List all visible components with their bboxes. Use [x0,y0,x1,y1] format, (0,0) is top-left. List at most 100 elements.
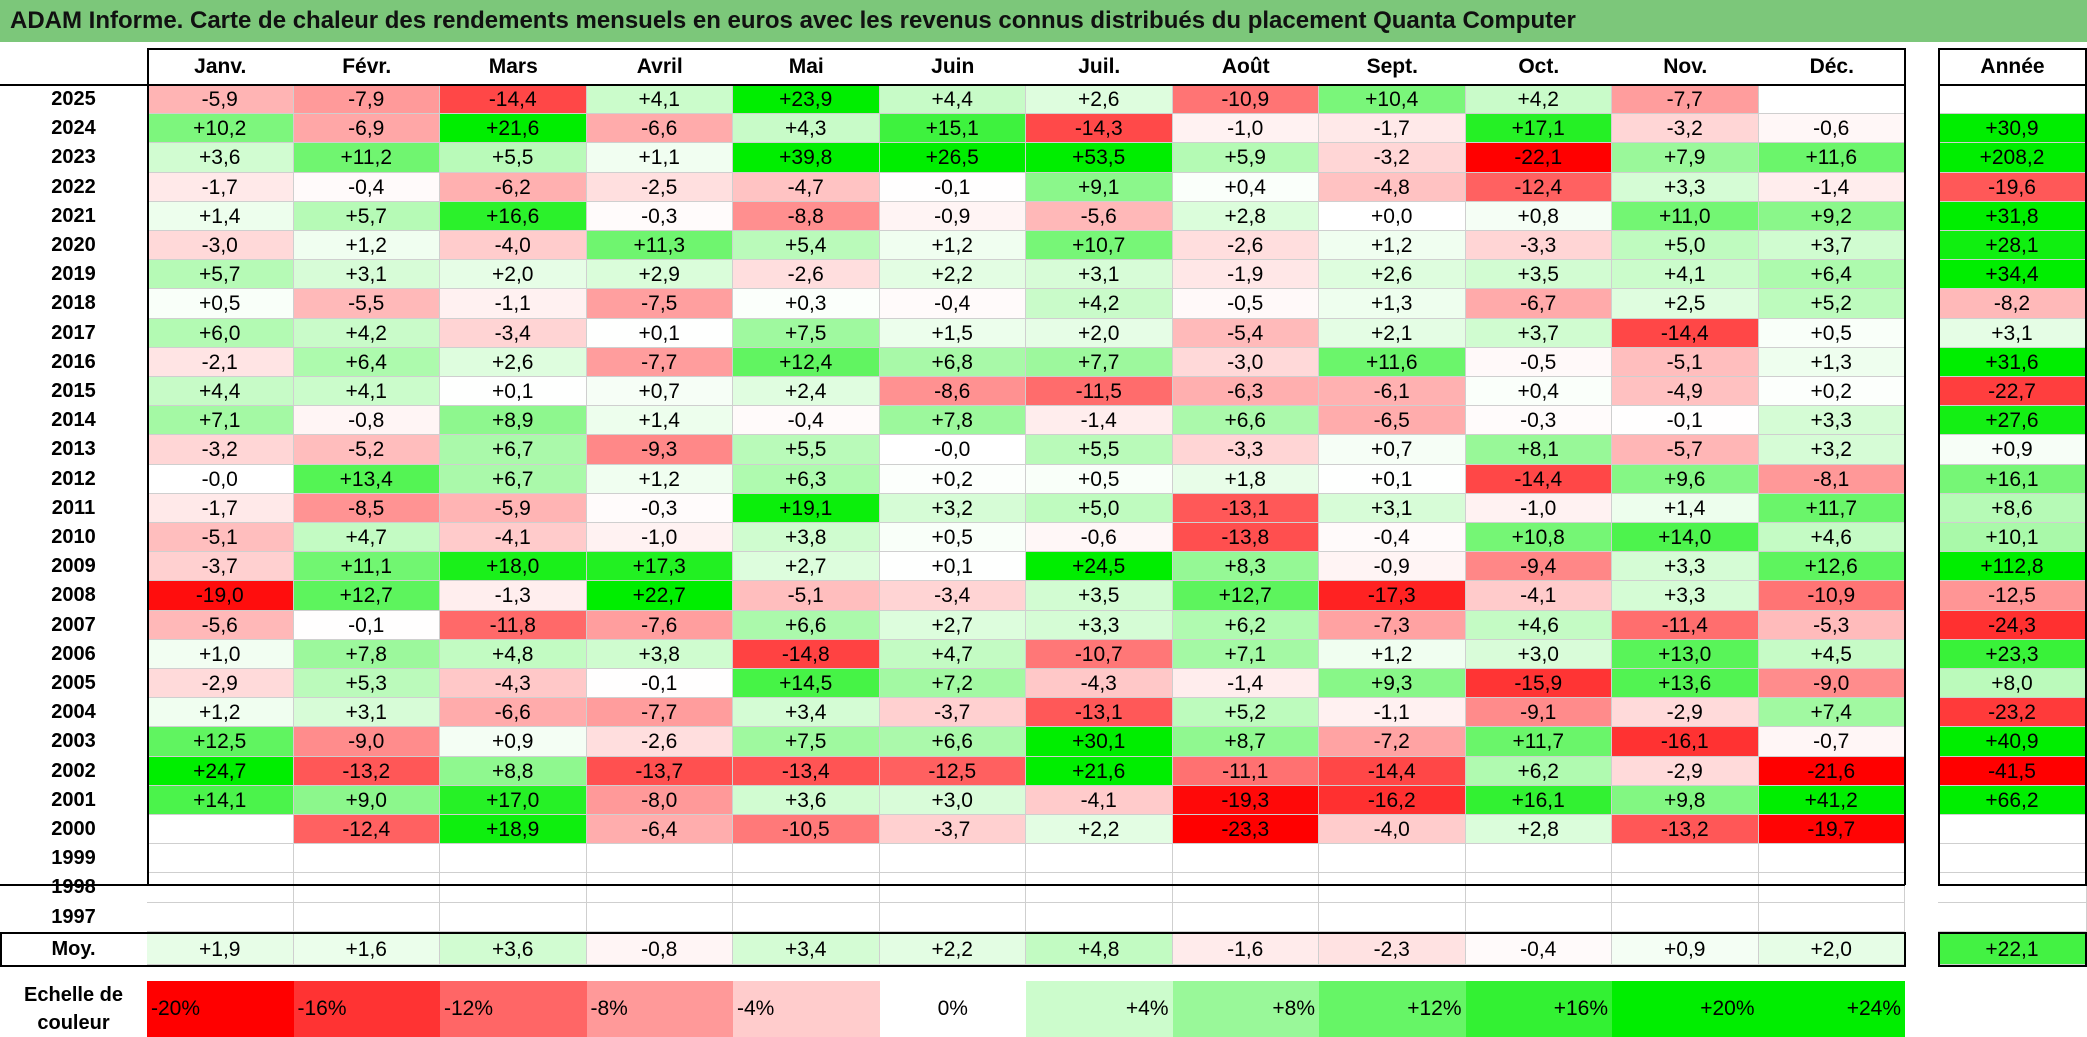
heatmap-cell [1319,902,1466,932]
heatmap-cell: +9,6 [1612,464,1759,494]
year-label: 2024 [51,117,96,140]
heatmap-cell: -13,1 [1026,698,1173,728]
year-label: 2019 [51,263,96,286]
heatmap-cell: +3,3 [1612,552,1759,582]
heatmap-cell: -2,9 [1612,756,1759,786]
year-label: 2002 [51,759,96,782]
year-label: 2016 [51,350,96,373]
heatmap-cell: +2,4 [733,377,880,407]
heatmap-cell: +4,6 [1758,523,1905,553]
annual-cell: +28,1 [1938,231,2087,261]
heatmap-cell: -0,1 [1612,406,1759,436]
heatmap-cell: +9,0 [293,785,440,815]
year-label: 2022 [51,175,96,198]
heatmap-cell: +0,0 [1319,201,1466,231]
heatmap-cell: +3,0 [1465,639,1612,669]
heatmap-cell [440,873,587,903]
year-label: 2018 [51,292,96,315]
heatmap-cell: -4,8 [1319,172,1466,202]
heatmap-cell: +4,3 [733,114,880,144]
heatmap-cell: +12,4 [733,347,880,377]
annual-header: Année [1980,55,2045,78]
heatmap-cell: -16,1 [1612,727,1759,757]
annual-cell: +112,8 [1938,552,2087,582]
heatmap-cell: -1,4 [1172,669,1319,699]
heatmap-cell: -5,1 [733,581,880,611]
heatmap-cell: +3,5 [1026,581,1173,611]
heatmap-cell [586,873,733,903]
heatmap-cell: +3,3 [1612,172,1759,202]
heatmap-cell: -4,1 [1465,581,1612,611]
heatmap-cell: -0,1 [879,172,1026,202]
heatmap-cell: +21,6 [1026,756,1173,786]
year-label: 2004 [51,701,96,724]
heatmap-cell: +15,1 [879,114,1026,144]
heatmap-cell: -0,0 [147,464,294,494]
heatmap-cell: +13,0 [1612,639,1759,669]
year-label: 2015 [51,380,96,402]
heatmap-cell: -6,1 [1319,377,1466,407]
heatmap-cell: +53,5 [1026,143,1173,173]
heatmap-cell: +8,9 [440,406,587,436]
annual-cell [1938,902,2087,932]
heatmap-cell: +2,7 [879,610,1026,640]
heatmap-cell: +0,1 [1319,464,1466,494]
heatmap-cell [1612,873,1759,903]
heatmap-cell: +12,7 [293,581,440,611]
heatmap-cell: -2,1 [147,347,294,377]
heatmap-cell: -4,7 [733,172,880,202]
annual-left-border [1938,48,1940,885]
scale-swatch: -8% [586,981,733,1037]
year-label: 2005 [51,672,96,694]
heatmap-cell: -13,8 [1172,523,1319,553]
heatmap-cell: +2,6 [1026,85,1173,115]
heatmap-cell: +6,4 [1758,260,1905,290]
heatmap-cell: -10,9 [1172,85,1319,115]
heatmap-cell: -1,4 [1026,406,1173,436]
heatmap-cell: +4,2 [1465,85,1612,115]
heatmap-cell [586,844,733,874]
heatmap-cell: -5,6 [1026,201,1173,231]
year-label: 2008 [51,584,96,607]
heatmap-cell: -7,7 [586,347,733,377]
column-header: Oct. [1518,55,1560,78]
heatmap-cell: +1,2 [147,698,294,728]
average-cell: +1,9 [147,934,294,965]
column-header: Sept. [1366,55,1418,78]
year-label: 2010 [51,526,96,548]
year-label: 1999 [51,847,96,870]
year-label: 2006 [51,642,96,665]
heatmap-cell: -1,4 [1758,172,1905,202]
average-cell: +2,2 [879,934,1026,965]
average-cell: -0,8 [586,934,733,965]
heatmap-cell: -11,8 [440,610,587,640]
annual-cell [1938,85,2087,115]
heatmap-cell: -13,1 [1172,493,1319,523]
heatmap-cell: -1,1 [1319,698,1466,728]
annual-cell: +8,0 [1938,669,2087,699]
heatmap-cell [440,902,587,932]
heatmap-cell: +7,4 [1758,698,1905,728]
heatmap-cell: -13,4 [733,756,880,786]
heatmap-cell: +3,8 [586,639,733,669]
heatmap-cell: +1,4 [147,201,294,231]
heatmap-cell: +0,1 [586,318,733,348]
heatmap-cell: -8,1 [1758,464,1905,494]
annual-cell: +66,2 [1938,785,2087,815]
heatmap-cell: -14,4 [440,85,587,115]
page-title: ADAM Informe. Carte de chaleur des rende… [0,0,2087,42]
column-header: Févr. [342,55,392,78]
heatmap-cell: -5,5 [293,289,440,319]
heatmap-cell: +7,2 [879,669,1026,699]
heatmap-cell: -1,0 [1172,114,1319,144]
annual-average-cell: +22,1 [1938,934,2087,965]
heatmap-cell [1319,873,1466,903]
heatmap-cell: +30,1 [1026,727,1173,757]
heatmap-cell: -11,4 [1612,610,1759,640]
heatmap-cell: -6,6 [440,698,587,728]
year-label: 2025 [51,88,96,110]
year-label: 2009 [51,555,96,578]
heatmap-cell: -2,5 [586,172,733,202]
heatmap-cell [1026,873,1173,903]
heatmap-cell [1758,873,1905,903]
